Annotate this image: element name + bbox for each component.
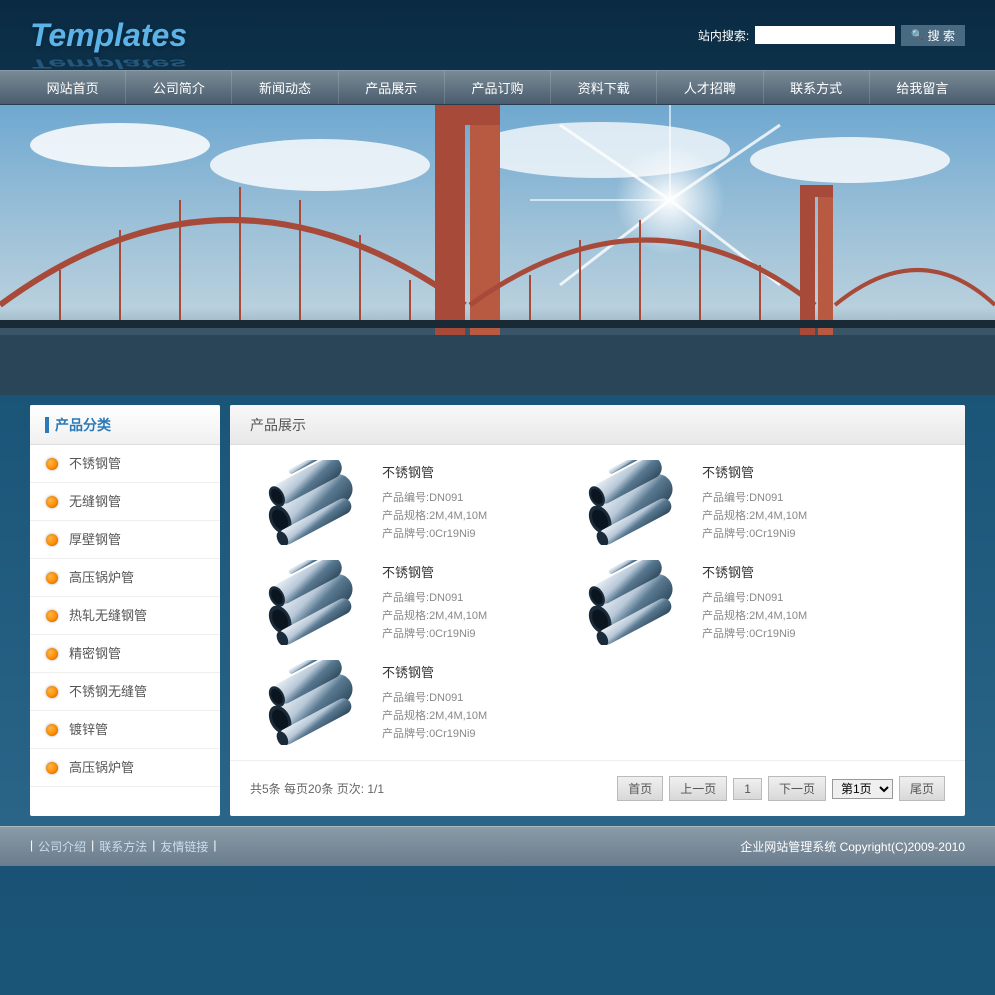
sidebar-item-0[interactable]: 不锈钢管 xyxy=(30,445,220,483)
products-grid: 不锈钢管产品编号:DN091产品规格:2M,4M,10M产品牌号:0Cr19Ni… xyxy=(230,445,965,760)
sidebar-item-6[interactable]: 不锈钢无缝管 xyxy=(30,673,220,711)
sidebar-item-3[interactable]: 高压锅炉管 xyxy=(30,559,220,597)
product-code: 产品编号:DN091 xyxy=(382,589,555,607)
product-info: 不锈钢管产品编号:DN091产品规格:2M,4M,10M产品牌号:0Cr19Ni… xyxy=(702,460,875,545)
bullet-icon xyxy=(45,685,59,699)
product-spec: 产品规格:2M,4M,10M xyxy=(382,507,555,525)
bullet-icon xyxy=(45,609,59,623)
nav-news[interactable]: 新闻动态 xyxy=(232,71,338,104)
product-image[interactable] xyxy=(565,560,690,645)
product-card: 不锈钢管产品编号:DN091产品规格:2M,4M,10M产品牌号:0Cr19Ni… xyxy=(565,560,875,645)
copyright: 企业网站管理系统 Copyright(C)2009-2010 xyxy=(740,838,965,855)
product-spec: 产品规格:2M,4M,10M xyxy=(382,707,555,725)
nav-download[interactable]: 资料下载 xyxy=(551,71,657,104)
bullet-icon xyxy=(45,495,59,509)
product-code: 产品编号:DN091 xyxy=(702,489,875,507)
nav-home[interactable]: 网站首页 xyxy=(20,71,126,104)
logo: Templates xyxy=(30,17,187,54)
page-info: 共5条 每页20条 页次: 1/1 xyxy=(250,780,384,797)
footer: | 公司介绍 | 联系方法 | 友情链接 | 企业网站管理系统 Copyrigh… xyxy=(0,826,995,866)
product-image[interactable] xyxy=(245,460,370,545)
sidebar-item-2[interactable]: 厚壁钢管 xyxy=(30,521,220,559)
main-panel: 产品展示 不锈钢管产品编号:DN091产品规格:2M,4M,10M产品牌号:0C… xyxy=(230,405,965,816)
product-image[interactable] xyxy=(245,560,370,645)
footer-link-links[interactable]: 友情链接 xyxy=(160,838,208,855)
product-brand: 产品牌号:0Cr19Ni9 xyxy=(702,625,875,643)
sidebar-item-1[interactable]: 无缝钢管 xyxy=(30,483,220,521)
search-input[interactable] xyxy=(755,26,895,44)
bullet-icon xyxy=(45,647,59,661)
product-code: 产品编号:DN091 xyxy=(382,489,555,507)
search-area: 站内搜索: 搜 索 xyxy=(698,25,965,46)
search-button[interactable]: 搜 索 xyxy=(901,25,965,46)
bullet-icon xyxy=(45,723,59,737)
sidebar-item-7[interactable]: 镀锌管 xyxy=(30,711,220,749)
sidebar-item-4[interactable]: 热轧无缝钢管 xyxy=(30,597,220,635)
nav-contact[interactable]: 联系方式 xyxy=(764,71,870,104)
pagination: 共5条 每页20条 页次: 1/1 首页 上一页 1 下一页 第1页 尾页 xyxy=(230,760,965,816)
bullet-icon xyxy=(45,457,59,471)
bullet-icon xyxy=(45,761,59,775)
nav-order[interactable]: 产品订购 xyxy=(445,71,551,104)
sidebar: 产品分类 不锈钢管 无缝钢管 厚壁钢管 高压锅炉管 热轧无缝钢管 精密钢管 不锈… xyxy=(30,405,220,816)
page-select[interactable]: 第1页 xyxy=(832,779,893,799)
search-label: 站内搜索: xyxy=(698,27,749,44)
page-first[interactable]: 首页 xyxy=(617,776,663,801)
nav-about[interactable]: 公司简介 xyxy=(126,71,232,104)
nav-jobs[interactable]: 人才招聘 xyxy=(657,71,763,104)
page-num[interactable]: 1 xyxy=(733,778,762,800)
header: Templates 站内搜索: 搜 索 xyxy=(0,0,995,70)
product-brand: 产品牌号:0Cr19Ni9 xyxy=(382,625,555,643)
bullet-icon xyxy=(45,571,59,585)
page-prev[interactable]: 上一页 xyxy=(669,776,727,801)
page-next[interactable]: 下一页 xyxy=(768,776,826,801)
product-card: 不锈钢管产品编号:DN091产品规格:2M,4M,10M产品牌号:0Cr19Ni… xyxy=(245,560,555,645)
content: 产品分类 不锈钢管 无缝钢管 厚壁钢管 高压锅炉管 热轧无缝钢管 精密钢管 不锈… xyxy=(0,395,995,826)
product-title[interactable]: 不锈钢管 xyxy=(382,562,555,581)
footer-link-contact[interactable]: 联系方法 xyxy=(99,838,147,855)
product-brand: 产品牌号:0Cr19Ni9 xyxy=(382,725,555,743)
product-spec: 产品规格:2M,4M,10M xyxy=(382,607,555,625)
sidebar-item-8[interactable]: 高压锅炉管 xyxy=(30,749,220,787)
product-info: 不锈钢管产品编号:DN091产品规格:2M,4M,10M产品牌号:0Cr19Ni… xyxy=(382,560,555,645)
product-title[interactable]: 不锈钢管 xyxy=(382,462,555,481)
sidebar-item-5[interactable]: 精密钢管 xyxy=(30,635,220,673)
product-title[interactable]: 不锈钢管 xyxy=(702,562,875,581)
product-code: 产品编号:DN091 xyxy=(702,589,875,607)
page-controls: 首页 上一页 1 下一页 第1页 尾页 xyxy=(617,776,945,801)
product-card: 不锈钢管产品编号:DN091产品规格:2M,4M,10M产品牌号:0Cr19Ni… xyxy=(565,460,875,545)
footer-links: | 公司介绍 | 联系方法 | 友情链接 | xyxy=(30,838,217,855)
product-info: 不锈钢管产品编号:DN091产品规格:2M,4M,10M产品牌号:0Cr19Ni… xyxy=(702,560,875,645)
sidebar-title: 产品分类 xyxy=(30,405,220,445)
product-card: 不锈钢管产品编号:DN091产品规格:2M,4M,10M产品牌号:0Cr19Ni… xyxy=(245,460,555,545)
product-brand: 产品牌号:0Cr19Ni9 xyxy=(382,525,555,543)
bullet-icon xyxy=(45,533,59,547)
product-brand: 产品牌号:0Cr19Ni9 xyxy=(702,525,875,543)
product-info: 不锈钢管产品编号:DN091产品规格:2M,4M,10M产品牌号:0Cr19Ni… xyxy=(382,460,555,545)
product-spec: 产品规格:2M,4M,10M xyxy=(702,607,875,625)
banner-image xyxy=(0,105,995,395)
product-image[interactable] xyxy=(565,460,690,545)
main-title: 产品展示 xyxy=(230,405,965,445)
product-card: 不锈钢管产品编号:DN091产品规格:2M,4M,10M产品牌号:0Cr19Ni… xyxy=(245,660,555,745)
nav-products[interactable]: 产品展示 xyxy=(339,71,445,104)
page-last[interactable]: 尾页 xyxy=(899,776,945,801)
product-title[interactable]: 不锈钢管 xyxy=(702,462,875,481)
product-image[interactable] xyxy=(245,660,370,745)
main-nav: 网站首页 公司简介 新闻动态 产品展示 产品订购 资料下载 人才招聘 联系方式 … xyxy=(0,70,995,105)
product-code: 产品编号:DN091 xyxy=(382,689,555,707)
nav-message[interactable]: 给我留言 xyxy=(870,71,975,104)
product-title[interactable]: 不锈钢管 xyxy=(382,662,555,681)
product-info: 不锈钢管产品编号:DN091产品规格:2M,4M,10M产品牌号:0Cr19Ni… xyxy=(382,660,555,745)
product-spec: 产品规格:2M,4M,10M xyxy=(702,507,875,525)
footer-link-about[interactable]: 公司介绍 xyxy=(38,838,86,855)
